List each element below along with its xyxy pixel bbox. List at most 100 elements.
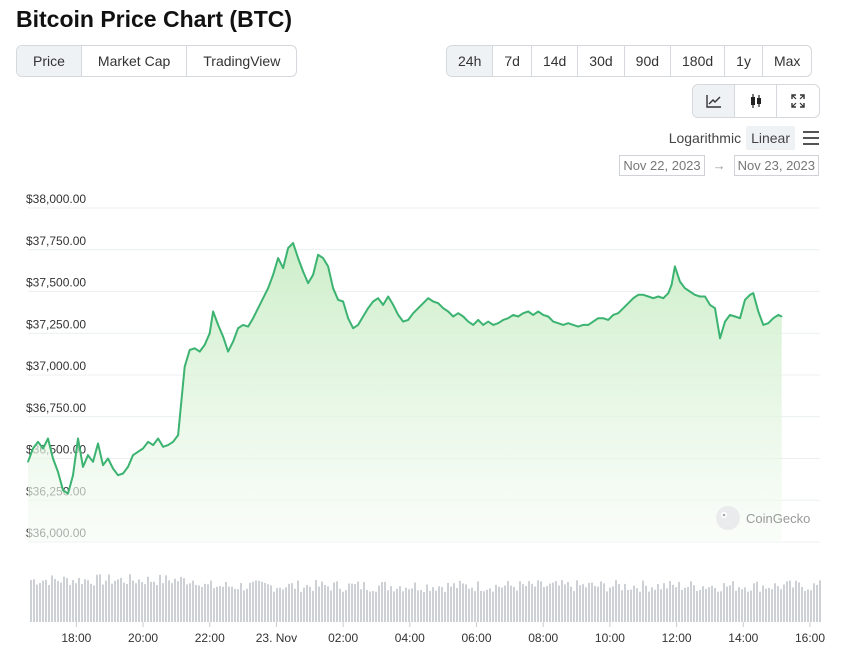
range-1y[interactable]: 1y [725, 46, 763, 76]
time-range-tabs: 24h 7d 14d 30d 90d 180d 1y Max [446, 45, 813, 77]
volume-bar [147, 576, 149, 622]
volume-bar [522, 584, 524, 622]
data-point [367, 307, 369, 309]
volume-bar [594, 585, 596, 622]
data-point [362, 315, 364, 318]
line-chart-button[interactable] [693, 85, 735, 117]
range-90d[interactable]: 90d [625, 46, 672, 76]
data-point [777, 314, 780, 316]
volume-bar [390, 586, 392, 622]
candlestick-button[interactable] [735, 85, 777, 117]
data-point [32, 447, 34, 450]
data-point [102, 464, 104, 467]
volume-bar [552, 582, 554, 622]
volume-bar [819, 580, 821, 622]
volume-bar [330, 590, 332, 622]
volume-bar [525, 586, 527, 622]
data-point [97, 442, 99, 445]
volume-bars [30, 574, 821, 622]
range-14d[interactable]: 14d [532, 46, 579, 76]
x-tick-label: 06:00 [462, 631, 492, 645]
logarithmic-option[interactable]: Logarithmic [668, 130, 742, 146]
data-point [127, 466, 129, 468]
volume-bar [153, 581, 155, 622]
volume-bar [504, 585, 506, 622]
volume-bar [180, 576, 182, 622]
data-point [670, 284, 673, 286]
volume-bar [573, 591, 575, 622]
tab-market-cap[interactable]: Market Cap [82, 46, 188, 76]
volume-bar [150, 581, 152, 622]
volume-bar [612, 586, 614, 622]
data-point [307, 282, 309, 284]
volume-bar [717, 591, 719, 622]
volume-bar [159, 574, 161, 622]
data-point [177, 434, 179, 436]
volume-bar [468, 588, 470, 622]
date-to-input[interactable]: Nov 23, 2023 [733, 155, 819, 176]
volume-bar [645, 585, 647, 622]
volume-bar [792, 587, 794, 622]
volume-bar [144, 584, 146, 622]
volume-bar [342, 591, 344, 622]
data-point [227, 350, 229, 353]
data-point [657, 295, 660, 298]
volume-bar [42, 580, 44, 622]
hamburger-menu-icon[interactable] [803, 131, 819, 145]
volume-bar [702, 586, 704, 622]
volume-bar [78, 577, 80, 622]
data-point [592, 320, 594, 323]
linear-option[interactable]: Linear [746, 126, 795, 150]
data-point [684, 287, 686, 289]
volume-bar [156, 585, 158, 622]
tab-price[interactable]: Price [17, 46, 82, 76]
data-point [647, 295, 650, 298]
volume-bar [321, 581, 323, 622]
expand-button[interactable] [777, 85, 819, 117]
volume-bar [672, 584, 674, 622]
volume-bar [603, 583, 605, 622]
data-point [447, 310, 450, 313]
volume-bar [804, 590, 806, 622]
volume-bar [441, 587, 443, 622]
range-30d[interactable]: 30d [578, 46, 625, 76]
volume-bar [225, 581, 227, 622]
volume-bar [429, 590, 431, 622]
volume-bar [291, 583, 293, 622]
data-point [652, 297, 655, 299]
price-chart[interactable]: $38,000.00 $37,750.00 $37,500.00 $37,250.00… [0, 180, 845, 662]
tab-tradingview[interactable]: TradingView [203, 53, 281, 69]
x-tick-label: 16:00 [795, 631, 825, 645]
volume-bar [420, 590, 422, 622]
volume-bar [417, 590, 419, 622]
range-max[interactable]: Max [773, 53, 801, 69]
volume-bar [327, 586, 329, 622]
volume-bar [75, 583, 77, 622]
volume-bar [555, 581, 557, 622]
y-tick-label: $37,750.00 [26, 234, 86, 248]
volume-bar [444, 591, 446, 622]
data-point [562, 324, 564, 326]
data-point [704, 295, 706, 298]
volume-bar [357, 581, 359, 622]
data-point [512, 314, 514, 316]
range-7d[interactable]: 7d [493, 46, 532, 76]
volume-bar [486, 589, 488, 622]
range-180d[interactable]: 180d [671, 46, 726, 76]
date-from-input[interactable]: Nov 22, 2023 [619, 155, 705, 176]
volume-bar [216, 586, 218, 622]
volume-bar [426, 584, 428, 622]
volume-bar [192, 580, 194, 622]
volume-bar [51, 575, 53, 622]
data-point [532, 314, 534, 316]
volume-bar [759, 591, 761, 622]
volume-bar [450, 586, 452, 622]
volume-bar [72, 580, 74, 622]
volume-bar [240, 583, 242, 622]
volume-bar [348, 583, 350, 622]
volume-bar [30, 580, 32, 622]
range-24h[interactable]: 24h [447, 46, 494, 76]
volume-bar [258, 580, 260, 622]
volume-bar [621, 590, 623, 622]
expand-icon [791, 94, 805, 108]
